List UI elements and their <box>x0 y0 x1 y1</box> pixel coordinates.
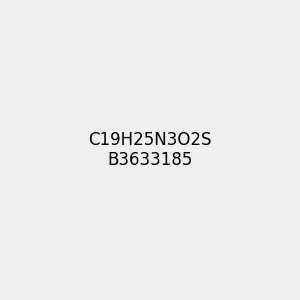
Text: C19H25N3O2S
B3633185: C19H25N3O2S B3633185 <box>88 130 212 170</box>
